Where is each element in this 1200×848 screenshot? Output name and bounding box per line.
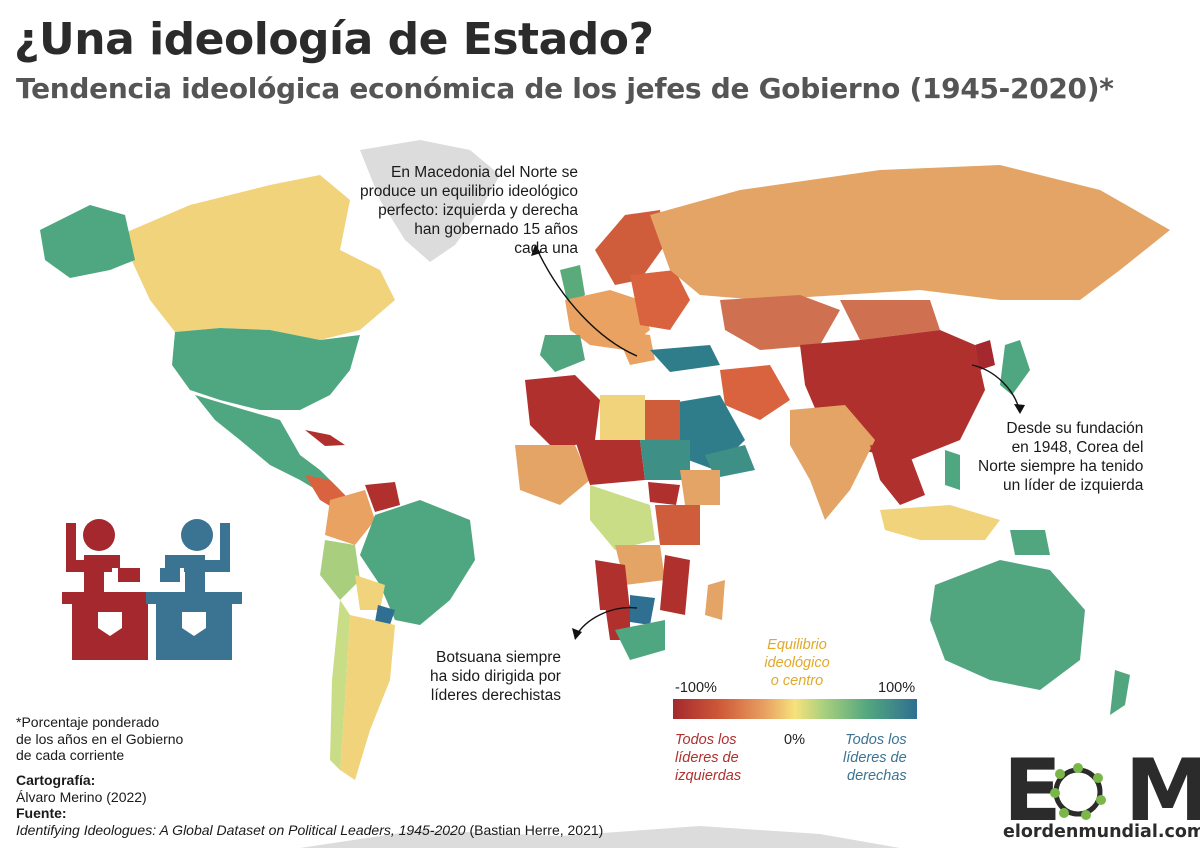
page-subtitle: Tendencia ideológica económica de los je…	[16, 72, 1114, 105]
cartography-label: Cartografía:	[16, 772, 96, 788]
legend-right-label: Todos los líderes de derechas	[843, 732, 907, 784]
legend-color-scale	[673, 699, 917, 719]
left-leader-podium-icon	[62, 519, 158, 660]
greenland-shape	[360, 140, 500, 262]
footnote: *Porcentaje ponderado de los años en el …	[16, 714, 184, 763]
balkans-shape	[615, 330, 655, 365]
east-africa-shape	[655, 505, 700, 545]
macedonia-arrow	[534, 244, 638, 357]
north-korea-shape	[975, 340, 995, 370]
logo-url: elordenmundial.com	[1003, 822, 1200, 842]
iran-shape	[720, 365, 790, 420]
canada-shape	[120, 175, 395, 340]
cartography-value: Álvaro Merino (2022)	[16, 788, 147, 805]
credits: Cartografía: Álvaro Merino (2022) Fuente…	[16, 772, 603, 838]
argentina-shape	[340, 615, 395, 780]
yemen-oman-shape	[705, 445, 755, 478]
macedonia-arrowhead	[531, 245, 541, 256]
south-africa-shape	[615, 620, 665, 660]
scandinavia-shape	[595, 210, 665, 285]
source-rest: (Bastian Herre, 2021)	[465, 821, 604, 838]
sahel-shape	[575, 440, 645, 485]
legend-zero-label: 0%	[784, 732, 805, 748]
ethiopia-shape	[680, 470, 720, 505]
mexico-shape	[195, 395, 340, 495]
southeast-asia-shape	[870, 445, 925, 505]
logo-globe-icon	[1050, 763, 1106, 820]
botswana-arrowhead	[572, 628, 582, 640]
sudan-shape	[640, 440, 690, 480]
iberia-shape	[540, 335, 585, 372]
peru-shape	[320, 540, 360, 600]
chile-shape	[330, 600, 350, 770]
indonesia-shape	[880, 505, 1000, 540]
central-africa-shape	[590, 485, 655, 550]
west-africa-shape	[515, 445, 590, 505]
legend-left-label: Todos los líderes de izquierdas	[675, 732, 742, 784]
eastern-europe-shape	[630, 270, 690, 330]
colombia-shape	[325, 490, 375, 545]
source-title: Identifying Ideologues: A Global Dataset…	[16, 821, 466, 838]
madagascar-shape	[705, 580, 725, 620]
botswana-shape	[630, 595, 655, 625]
png-shape	[1010, 530, 1050, 555]
mozambique-shape	[660, 555, 690, 615]
macedonia-annotation: En Macedonia del Norte se produce un equ…	[360, 164, 579, 257]
india-shape	[790, 405, 875, 520]
source-line: Identifying Ideologues: A Global Dataset…	[16, 822, 603, 839]
north-africa-west-shape	[525, 375, 600, 450]
page-title: ¿Una ideología de Estado?	[14, 14, 654, 65]
legend-center-label: Equilibrio ideológico o centro	[764, 637, 830, 689]
russia-shape	[650, 165, 1170, 300]
antarctica-shape	[300, 826, 900, 848]
logo-letter-m: M	[1124, 741, 1200, 841]
venezuela-shape	[365, 482, 400, 512]
paraguay-shape	[375, 605, 395, 625]
south-sudan-shape	[648, 482, 680, 505]
botswana-annotation: Botsuana siempre ha sido dirigida por lí…	[430, 649, 561, 704]
uk-shape	[560, 265, 585, 305]
kazakhstan-shape	[720, 295, 840, 350]
egypt-shape	[645, 400, 680, 440]
australia-shape	[930, 560, 1085, 690]
legend-min-label: -100%	[675, 680, 717, 696]
angola-shape	[595, 560, 630, 610]
japan-shape	[1000, 340, 1030, 395]
usa-shape	[172, 328, 360, 410]
congo-shape	[615, 545, 665, 585]
alaska-shape	[40, 205, 135, 278]
north-korea-arrowhead	[1014, 404, 1025, 414]
cuba-shape	[305, 430, 345, 446]
right-leader-podium-icon	[146, 519, 242, 660]
source-label: Fuente:	[16, 805, 67, 821]
brazil-shape	[360, 500, 475, 625]
bolivia-shape	[355, 575, 385, 610]
turkey-shape	[650, 345, 720, 372]
philippines-shape	[945, 450, 960, 490]
mongolia-shape	[840, 300, 940, 340]
new-zealand-shape	[1110, 670, 1130, 715]
libya-shape	[600, 395, 645, 440]
legend-max-label: 100%	[878, 680, 916, 696]
north-korea-annotation: Desde su fundación en 1948, Corea del No…	[978, 420, 1144, 494]
